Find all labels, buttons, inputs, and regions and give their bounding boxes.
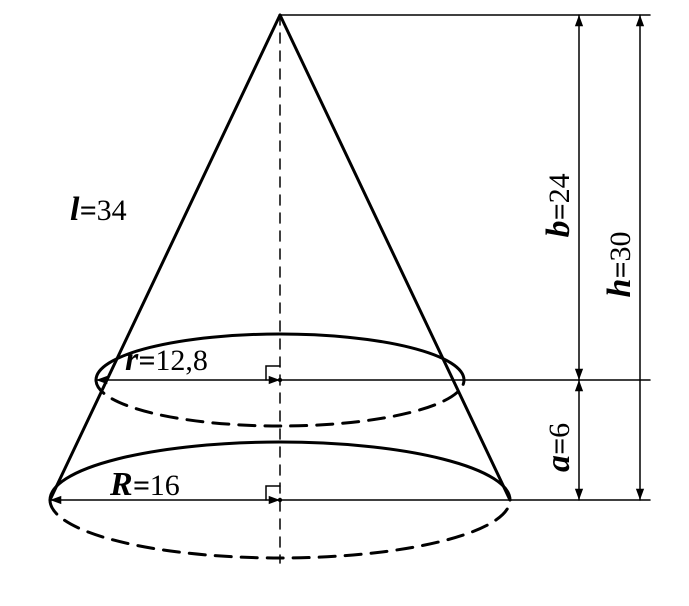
b-label: b=24 — [540, 173, 577, 237]
r-label: r=12,8 — [125, 341, 208, 378]
l-label: l=34 — [70, 191, 127, 228]
a-label: a=6 — [540, 423, 577, 472]
h-label: h=30 — [601, 231, 638, 297]
R-label: R=16 — [109, 466, 180, 503]
